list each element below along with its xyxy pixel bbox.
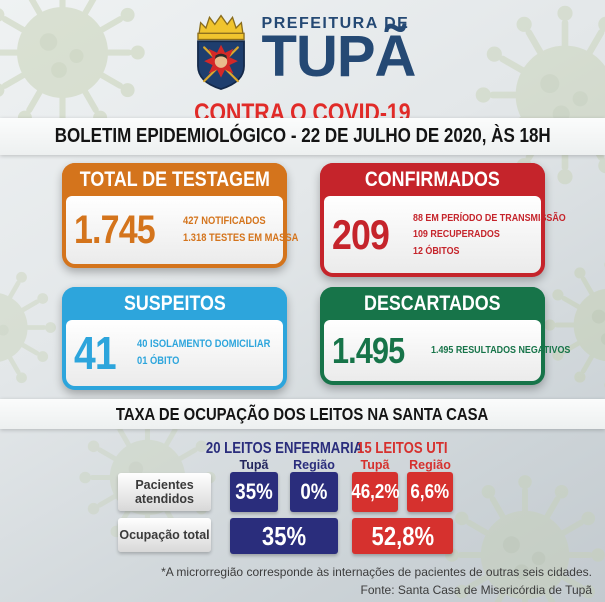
card-detail: 1.318 TESTES EM MASSA	[183, 232, 299, 244]
occupancy-title: TAXA DE OCUPAÇÃO DOS LEITOS NA SANTA CAS…	[116, 403, 489, 424]
card-confirmados-header: CONFIRMADOS	[320, 163, 545, 196]
table-cell: 0%	[290, 472, 338, 512]
card-suspeitos: SUSPEITOS 41 40 ISOLAMENTO DOMICILIAR 01…	[62, 287, 287, 390]
cell-value: 0%	[300, 479, 328, 504]
cell-value: 35%	[261, 520, 307, 551]
table-cell: 35%	[230, 472, 278, 512]
table-subheader-regiao-enfermaria: Região	[293, 458, 335, 472]
header: PREFEITURA DE TUPÃ CONTRA O COVID-19	[0, 8, 605, 128]
card-value: 209	[332, 210, 390, 258]
table-group-label: 20 LEITOS ENFERMARIA	[205, 440, 363, 457]
card-detail: 109 RECUPERADOS	[413, 228, 500, 241]
bulletin-title: BOLETIM EPIDEMIOLÓGICO - 22 DE JULHO DE …	[54, 125, 551, 147]
card-total-testagem: TOTAL DE TESTAGEM 1.745 427 NOTIFICADOS …	[62, 163, 298, 268]
header-pretitle: PREFEITURA DE	[261, 15, 410, 32]
card-descartados: DESCARTADOS 1.495 1.495 RESULTADOS NEGAT…	[320, 287, 570, 385]
card-value: 41	[74, 327, 117, 379]
card-detail: 01 ÓBITO	[137, 355, 180, 367]
city-logo: PREFEITURA DE TUPÃ	[190, 8, 416, 94]
bulletin-title-band: BOLETIM EPIDEMIOLÓGICO - 22 DE JULHO DE …	[0, 118, 605, 155]
card-detail: 1.495 RESULTADOS NEGATIVOS	[431, 344, 571, 357]
card-title: TOTAL DE TESTAGEM	[79, 167, 270, 191]
table-cell: 35%	[230, 518, 338, 554]
card-confirmados: CONFIRMADOS 209 88 EM PERÍODO DE TRANSMI…	[320, 163, 566, 277]
card-title: DESCARTADOS	[364, 291, 501, 315]
cell-value: 46,2%	[350, 480, 400, 503]
footer: *A microrregião corresponde às internaçõ…	[161, 563, 592, 599]
table-cell: 6,6%	[407, 472, 453, 512]
card-body: 1.745 427 NOTIFICADOS 1.318 TESTES EM MA…	[66, 196, 298, 264]
cell-value: 52,8%	[371, 520, 434, 551]
table-cell: 52,8%	[352, 518, 453, 554]
card-body: 1.495 1.495 RESULTADOS NEGATIVOS	[324, 320, 570, 381]
table-group-enfermaria: 20 LEITOS ENFERMARIA	[184, 440, 384, 458]
card-detail: 88 EM PERÍODO DE TRANSMISSÃO	[413, 212, 566, 225]
footer-source: Fonte: Santa Casa de Misericórdia de Tup…	[360, 583, 592, 597]
occupancy-title-band: TAXA DE OCUPAÇÃO DOS LEITOS NA SANTA CAS…	[0, 399, 605, 429]
table-cell: 46,2%	[350, 472, 400, 512]
coat-of-arms-icon	[196, 14, 245, 91]
card-suspeitos-header: SUSPEITOS	[62, 287, 287, 320]
card-body: 41 40 ISOLAMENTO DOMICILIAR 01 ÓBITO	[66, 320, 283, 386]
card-value: 1.495	[332, 329, 405, 371]
table-subheader-regiao-uti: Região	[409, 458, 451, 472]
card-detail: 12 ÓBITOS	[413, 244, 460, 257]
table-group-uti: 15 LEITOS UTI	[342, 440, 462, 458]
header-city-name: TUPÃ	[261, 24, 417, 89]
table-subheader-tupa-enfermaria: Tupã	[239, 458, 269, 472]
card-total-testagem-header: TOTAL DE TESTAGEM	[62, 163, 287, 196]
row-label-pacientes-atendidos: Pacientes atendidos	[118, 473, 211, 511]
cell-value: 6,6%	[410, 480, 450, 503]
card-title: SUSPEITOS	[123, 291, 226, 315]
card-title: CONFIRMADOS	[365, 167, 500, 191]
cell-value: 35%	[235, 479, 273, 504]
card-value: 1.745	[74, 207, 156, 252]
card-descartados-header: DESCARTADOS	[320, 287, 545, 320]
card-body: 209 88 EM PERÍODO DE TRANSMISSÃO 109 REC…	[324, 196, 566, 273]
footer-note: *A microrregião corresponde às internaçõ…	[161, 565, 592, 579]
table-group-label: 15 LEITOS UTI	[356, 440, 448, 457]
row-label-ocupacao-total: Ocupação total	[118, 518, 211, 552]
table-subheader-tupa-uti: Tupã	[360, 458, 390, 472]
card-detail: 40 ISOLAMENTO DOMICILIAR	[137, 337, 271, 350]
card-detail: 427 NOTIFICADOS	[183, 214, 266, 227]
